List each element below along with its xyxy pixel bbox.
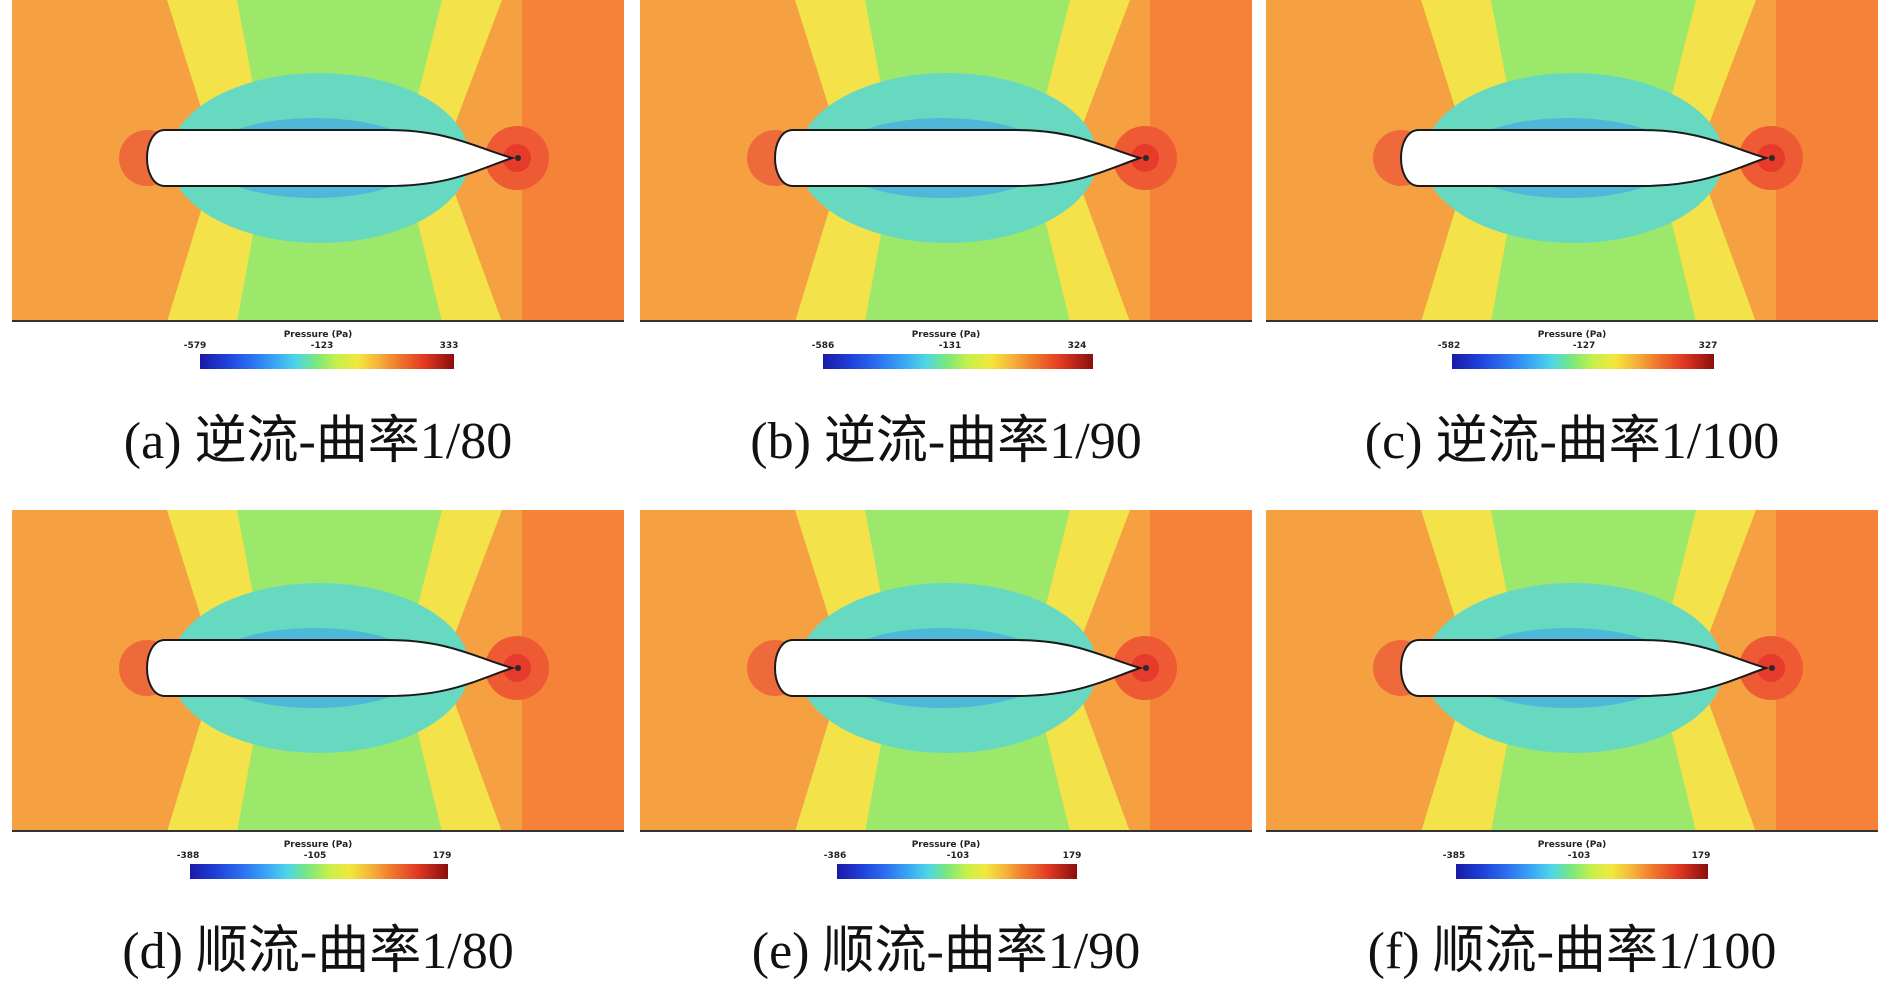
colorbar xyxy=(823,354,1093,369)
legend-max: 327 xyxy=(1698,341,1718,351)
colorbar-legend-d: Pressure (Pa) -388 -105 179 xyxy=(12,840,624,890)
pressure-field-f xyxy=(1266,510,1878,832)
colorbar xyxy=(837,864,1077,879)
legend-mid: -103 xyxy=(1567,851,1591,861)
caption-d: (d) 顺流-曲率1/80 xyxy=(122,923,514,980)
legend-max: 179 xyxy=(432,851,452,861)
hull-body xyxy=(146,639,516,697)
legend-max: 324 xyxy=(1067,341,1087,351)
colorbar-legend-a: Pressure (Pa) -579 -123 333 xyxy=(12,330,624,380)
pressure-field-c xyxy=(1266,0,1878,322)
tail-point xyxy=(1769,665,1775,671)
legend-title: Pressure (Pa) xyxy=(1537,330,1607,340)
panel-d: Pressure (Pa) -388 -105 179 (d) 顺流-曲率1/8… xyxy=(12,510,624,980)
tail-point xyxy=(1143,155,1149,161)
legend-mid: -103 xyxy=(946,851,970,861)
legend-title: Pressure (Pa) xyxy=(283,840,353,850)
colorbar xyxy=(190,864,448,879)
panel-e: Pressure (Pa) -386 -103 179 (e) 顺流-曲率1/9… xyxy=(640,510,1252,980)
colorbar-legend-b: Pressure (Pa) -586 -131 324 xyxy=(640,330,1252,380)
tail-point xyxy=(515,665,521,671)
colorbar-legend-f: Pressure (Pa) -385 -103 179 xyxy=(1266,840,1878,890)
caption-c: (c) 逆流-曲率1/100 xyxy=(1364,413,1780,470)
legend-min: -388 xyxy=(176,851,200,861)
hull-body xyxy=(1400,129,1770,187)
legend-mid: -127 xyxy=(1572,341,1596,351)
hull-body xyxy=(774,129,1144,187)
colorbar-legend-e: Pressure (Pa) -386 -103 179 xyxy=(640,840,1252,890)
legend-title: Pressure (Pa) xyxy=(911,840,981,850)
pressure-field-d xyxy=(12,510,624,832)
hull-body xyxy=(1400,639,1770,697)
legend-min: -586 xyxy=(811,341,835,351)
colorbar xyxy=(1456,864,1708,879)
legend-min: -385 xyxy=(1442,851,1466,861)
legend-min: -582 xyxy=(1437,341,1461,351)
colorbar xyxy=(200,354,454,369)
pressure-field-a xyxy=(12,0,624,322)
panel-a: Pressure (Pa) -579 -123 333 (a) 逆流-曲率1/8… xyxy=(12,0,624,470)
legend-mid: -123 xyxy=(310,341,334,351)
caption-e: (e) 顺流-曲率1/90 xyxy=(751,923,1141,980)
caption-b: (b) 逆流-曲率1/90 xyxy=(750,413,1142,470)
pressure-field-b xyxy=(640,0,1252,322)
colorbar-legend-c: Pressure (Pa) -582 -127 327 xyxy=(1266,330,1878,380)
legend-title: Pressure (Pa) xyxy=(1537,840,1607,850)
caption-a: (a) 逆流-曲率1/80 xyxy=(123,413,513,470)
legend-title: Pressure (Pa) xyxy=(911,330,981,340)
tail-point xyxy=(1769,155,1775,161)
legend-mid: -105 xyxy=(303,851,327,861)
panel-b: Pressure (Pa) -586 -131 324 (b) 逆流-曲率1/9… xyxy=(640,0,1252,470)
legend-min: -386 xyxy=(823,851,847,861)
legend-min: -579 xyxy=(183,341,207,351)
tail-point xyxy=(1143,665,1149,671)
legend-max: 179 xyxy=(1062,851,1082,861)
hull-body xyxy=(774,639,1144,697)
legend-title: Pressure (Pa) xyxy=(283,330,353,340)
caption-f: (f) 顺流-曲率1/100 xyxy=(1367,923,1777,980)
colorbar xyxy=(1452,354,1714,369)
panel-c: Pressure (Pa) -582 -127 327 (c) 逆流-曲率1/1… xyxy=(1266,0,1878,470)
hull-body xyxy=(146,129,516,187)
legend-mid: -131 xyxy=(938,341,962,351)
pressure-field-e xyxy=(640,510,1252,832)
panel-f: Pressure (Pa) -385 -103 179 (f) 顺流-曲率1/1… xyxy=(1266,510,1878,980)
legend-max: 333 xyxy=(439,341,459,351)
legend-max: 179 xyxy=(1691,851,1711,861)
tail-point xyxy=(515,155,521,161)
